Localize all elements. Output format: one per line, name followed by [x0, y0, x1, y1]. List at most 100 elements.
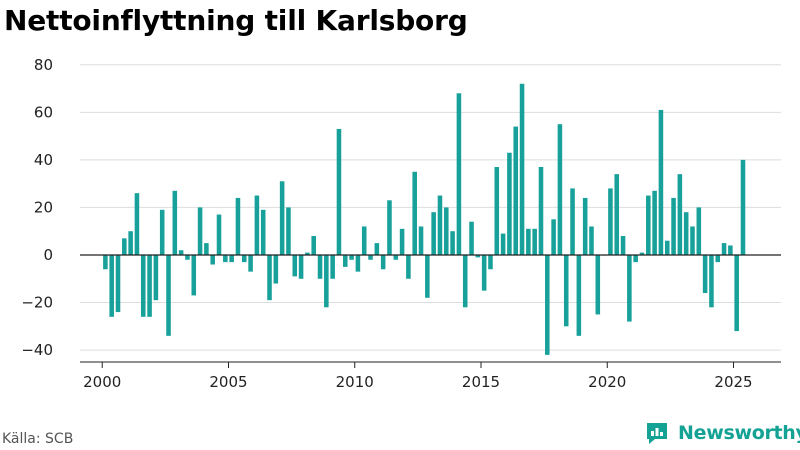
bar	[305, 252, 310, 255]
bar	[658, 109, 664, 255]
bar	[721, 243, 727, 255]
bar	[627, 254, 632, 322]
bar	[286, 207, 291, 255]
bar	[134, 193, 140, 255]
bar	[677, 174, 683, 255]
bar	[166, 254, 171, 336]
bar	[709, 254, 714, 308]
bar	[582, 197, 588, 255]
bar	[595, 254, 601, 315]
bar	[147, 254, 152, 317]
bar	[349, 254, 354, 260]
bar	[273, 254, 279, 284]
bar	[311, 235, 316, 255]
bar	[336, 128, 342, 255]
bar	[690, 226, 695, 255]
bar	[646, 195, 651, 255]
bar	[128, 231, 133, 255]
bar	[696, 207, 702, 255]
bar	[115, 254, 121, 313]
bar	[557, 124, 563, 255]
newsworthy-icon	[647, 423, 667, 444]
bar	[494, 167, 500, 255]
bar	[671, 197, 676, 255]
bar	[229, 254, 234, 263]
bar	[140, 254, 146, 317]
bar	[399, 228, 405, 255]
y-tick-label: −40	[21, 341, 53, 359]
y-tick-label: −20	[21, 294, 53, 312]
bar	[608, 188, 613, 255]
bar	[267, 254, 272, 301]
bar	[178, 250, 184, 255]
bar	[740, 159, 746, 255]
bar	[393, 254, 399, 260]
bar	[241, 254, 247, 263]
bar	[589, 226, 594, 255]
bar	[456, 93, 462, 255]
bar	[481, 254, 487, 291]
bar	[728, 245, 733, 255]
bar	[197, 207, 203, 255]
y-tick-label: 60	[34, 103, 53, 121]
bar	[702, 254, 708, 294]
bar	[526, 228, 531, 255]
x-tick-label: 2020	[588, 373, 626, 391]
chart-title: Nettoinflyttning till Karlsborg	[4, 4, 468, 37]
bar	[279, 181, 285, 255]
y-tick-label: 0	[43, 246, 53, 264]
bar	[551, 219, 556, 255]
bar	[545, 254, 550, 355]
bar	[412, 171, 417, 255]
y-tick-label: 20	[34, 198, 53, 216]
y-tick-label: 40	[34, 151, 53, 169]
bar	[185, 254, 190, 260]
bar	[191, 254, 197, 296]
bar	[368, 254, 373, 260]
bar	[519, 83, 525, 255]
bar	[633, 254, 638, 263]
x-tick-label: 2015	[462, 373, 500, 391]
brand-name: Newsworthy	[678, 422, 800, 444]
bar	[475, 254, 481, 258]
bar	[425, 254, 430, 298]
bar	[437, 195, 443, 255]
bar	[683, 212, 689, 255]
bar	[260, 209, 266, 255]
bar	[570, 188, 575, 255]
bar	[664, 240, 670, 255]
bar	[513, 126, 518, 255]
bar	[235, 197, 241, 255]
y-tick-label: 80	[34, 56, 53, 74]
bar	[614, 174, 620, 255]
bar	[122, 238, 127, 255]
bar	[507, 152, 512, 255]
bar	[103, 254, 108, 270]
x-tick-label: 2000	[83, 373, 121, 391]
bar	[153, 254, 159, 301]
source-note: Källa: SCB	[2, 431, 74, 447]
bar	[734, 254, 739, 332]
bar	[431, 212, 436, 255]
bar	[462, 254, 468, 308]
bar	[317, 254, 323, 279]
bar	[538, 167, 544, 255]
y-axis-ticks: −40 −20 0 20 40 60 80	[21, 56, 53, 359]
bar	[172, 190, 178, 255]
bar	[444, 207, 449, 255]
bar	[639, 252, 645, 255]
x-tick-label: 2025	[714, 373, 752, 391]
bars	[103, 83, 746, 355]
bar	[620, 235, 626, 255]
bar	[204, 243, 209, 255]
bar	[330, 254, 335, 279]
bar	[109, 254, 114, 317]
bar	[715, 254, 721, 263]
bar	[500, 233, 506, 255]
bar	[406, 254, 411, 279]
bar	[576, 254, 582, 336]
x-axis: 2000 2005 2010 2015 2020 2025	[80, 361, 781, 391]
bar	[324, 254, 329, 308]
bar	[380, 254, 386, 270]
